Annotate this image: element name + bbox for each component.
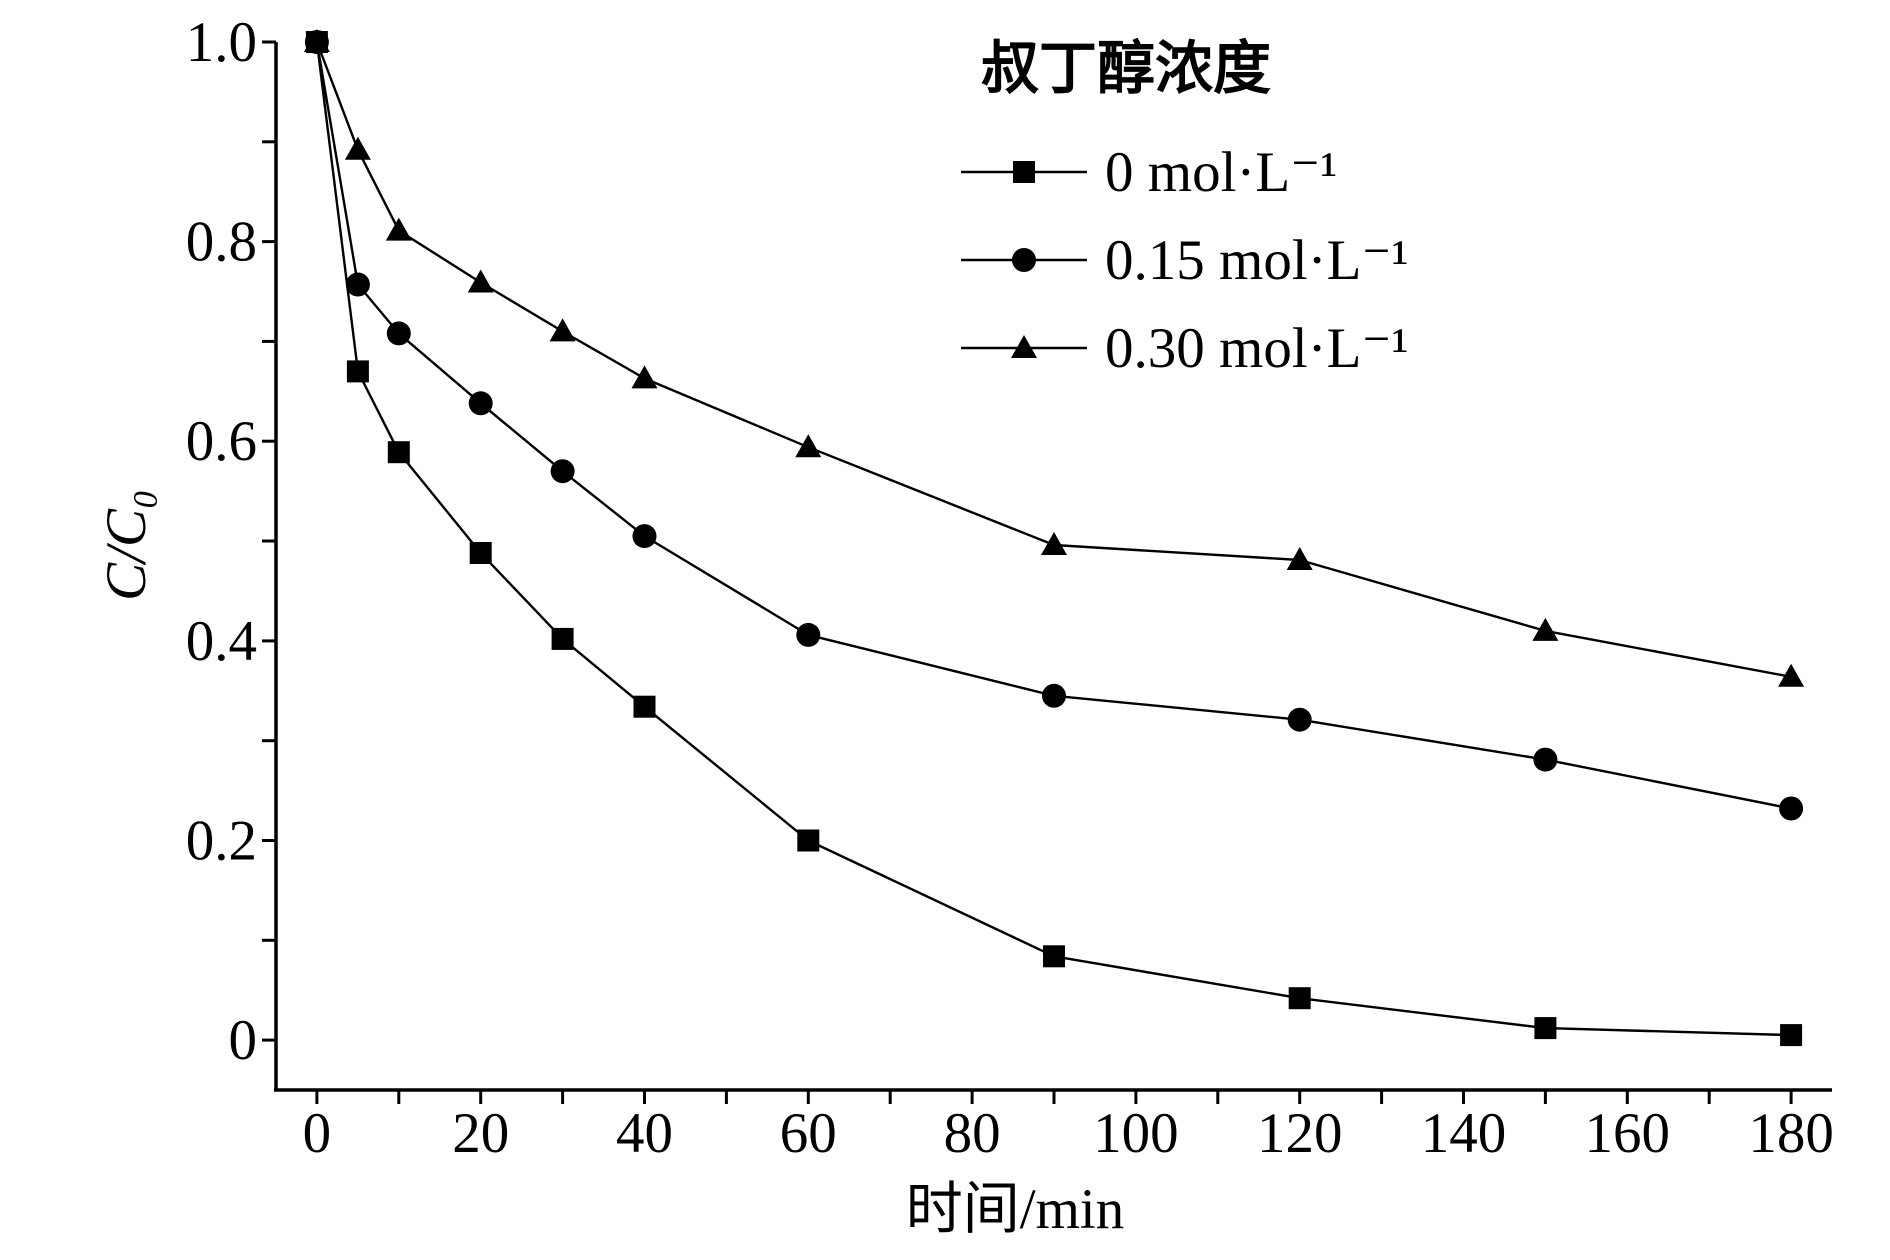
x-tick-label: 20 — [452, 1102, 509, 1165]
data-point-triangle — [344, 136, 371, 160]
y-tick-label: 0 — [229, 1009, 258, 1072]
data-point-triangle — [1532, 617, 1559, 641]
legend-square-marker — [1013, 161, 1035, 183]
data-point-circle — [632, 524, 657, 549]
data-point-square — [1288, 987, 1311, 1010]
legend-entry-1: 0.15 mol·L⁻¹ — [961, 229, 1409, 292]
x-axis-label: 时间/min — [906, 1178, 1125, 1241]
data-point-triangle — [1041, 532, 1067, 555]
x-tick-label: 80 — [944, 1102, 1001, 1165]
data-point-square — [797, 829, 820, 852]
data-point-square — [346, 360, 369, 383]
axis-tick-labels: 0 20 40 60 80 100 120 140 160 180 0 0.2 0.4 0.6 0.8 1.0 — [186, 11, 1834, 1165]
data-point-circle — [796, 622, 821, 647]
legend-label: 0.30 mol·L⁻¹ — [1105, 317, 1409, 380]
data-point-square — [551, 627, 574, 650]
data-point-triangle — [385, 217, 412, 241]
data-point-triangle — [1778, 663, 1805, 687]
data-point-circle — [345, 272, 370, 297]
data-point-square — [1043, 945, 1065, 968]
x-tick-label: 180 — [1748, 1102, 1834, 1165]
legend-label: 0 mol·L⁻¹ — [1105, 141, 1337, 204]
data-point-circle — [1533, 747, 1558, 772]
legend: 叔丁醇浓度 0 mol·L⁻¹ 0.15 mol·L⁻¹ 0.30 mol·L⁻… — [961, 36, 1409, 380]
y-tick-label: 0.4 — [186, 610, 257, 673]
y-tick-label: 0.8 — [186, 211, 257, 274]
x-tick-label: 140 — [1421, 1102, 1507, 1165]
legend-label: 0.15 mol·L⁻¹ — [1105, 229, 1409, 292]
data-point-square — [633, 695, 656, 718]
y-tick-label: 0.6 — [186, 410, 257, 473]
data-point-square — [1534, 1017, 1557, 1040]
x-tick-label: 160 — [1585, 1102, 1671, 1165]
legend-title: 叔丁醇浓度 — [981, 36, 1271, 101]
y-tick-label: 0.2 — [186, 810, 257, 873]
y-tick-label: 1.0 — [186, 11, 257, 74]
data-point-circle — [1042, 683, 1066, 708]
data-point-circle — [1779, 796, 1804, 821]
data-point-triangle — [467, 269, 494, 293]
x-tick-label: 40 — [616, 1102, 673, 1165]
legend-entry-2: 0.30 mol·L⁻¹ — [961, 317, 1409, 380]
x-tick-label: 100 — [1093, 1102, 1179, 1165]
legend-entry-0: 0 mol·L⁻¹ — [961, 141, 1337, 204]
x-tick-label: 120 — [1257, 1102, 1343, 1165]
x-tick-label: 60 — [780, 1102, 837, 1165]
legend-triangle-marker — [1011, 335, 1037, 358]
y-axis-label: C/C₀ — [95, 489, 158, 601]
x-tick-label: 0 — [303, 1102, 332, 1165]
data-point-triangle — [1286, 547, 1313, 570]
data-point-circle — [386, 321, 411, 346]
data-point-square — [469, 542, 492, 564]
data-point-circle — [468, 391, 493, 416]
axis-ticks — [262, 40, 1793, 1104]
data-point-circle — [1287, 707, 1312, 732]
data-series — [303, 29, 1805, 1047]
data-point-triangle — [631, 365, 658, 389]
data-point-triangle — [549, 318, 576, 342]
data-point-triangle — [303, 29, 330, 52]
data-point-square — [1780, 1024, 1803, 1047]
data-point-triangle — [795, 434, 822, 458]
data-point-circle — [550, 459, 575, 484]
legend-circle-marker — [1012, 248, 1036, 272]
data-point-square — [387, 441, 410, 464]
